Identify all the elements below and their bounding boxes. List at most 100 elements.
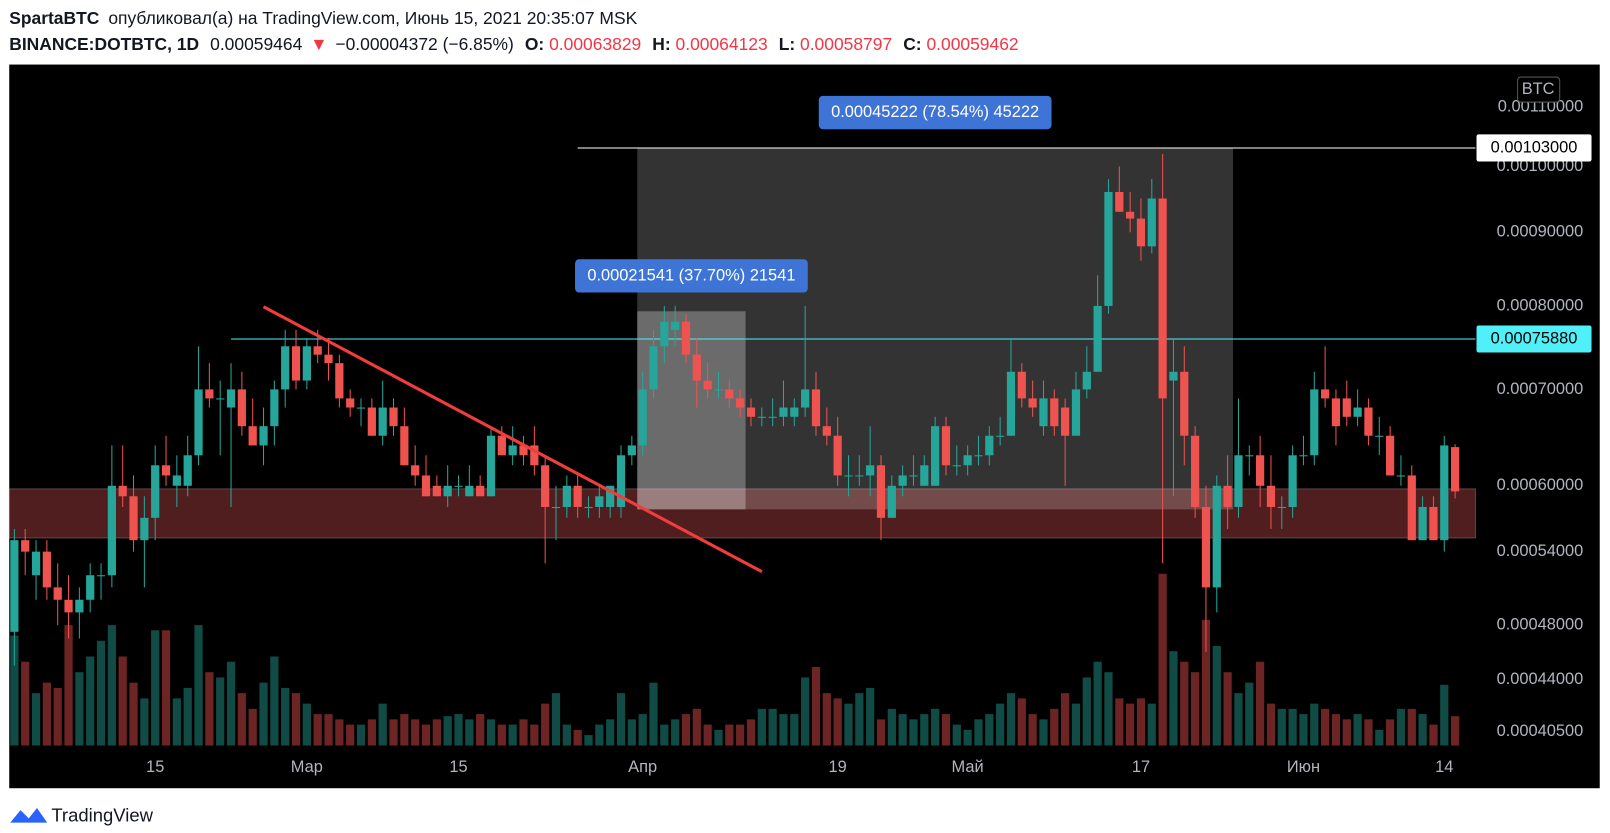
candle-body [779,407,788,417]
candle-body [584,506,593,509]
y-tick-label: 0.00054000 [1497,541,1584,560]
candle-body [920,465,929,486]
price-label-box [1476,134,1592,162]
volume-bar [270,656,279,746]
volume-bar [356,724,366,746]
open-value: 0.00063829 [549,33,641,53]
quote-line: BINANCE:DOTBTC, 1D 0.00059464 ▼ −0.00004… [9,33,1018,53]
candle-body [1169,371,1178,381]
volume-bar [454,714,463,746]
candle-body [1386,435,1395,476]
y-tick-label: 0.00080000 [1497,295,1584,314]
volume-bar [172,698,181,746]
candle-body [411,465,420,476]
candle-body [1407,475,1416,541]
x-tick-label: Мар [291,757,323,776]
candle-body [638,389,647,446]
volume-bar [400,714,409,746]
volume-bar [129,682,138,746]
candle-body [996,435,1005,437]
volume-bar [1126,703,1135,746]
volume-bar [302,703,311,746]
volume-bar [1201,619,1211,746]
candle-body [1342,398,1351,417]
volume-bar [1180,661,1189,746]
candle-body [1126,211,1135,219]
candle-body [1288,455,1297,507]
candle-body [313,346,322,355]
price-label: 0.00075880 [1491,328,1578,347]
candle-body [530,445,539,466]
candle-body [216,398,225,400]
x-tick-label: Июн [1287,757,1320,776]
volume-bar [21,661,30,746]
volume-bar [866,687,875,746]
x-tick-label: Апр [628,757,657,776]
candle-body [725,389,734,399]
volume-bar [660,724,669,746]
volume-bar [779,714,788,746]
volume-bar [801,677,810,746]
volume-bar [790,714,799,746]
candle-body [844,475,853,477]
volume-bar [1386,719,1395,746]
volume-bar [324,714,333,746]
volume-bar [985,714,994,746]
y-tick-label: 0.00044000 [1497,669,1584,688]
y-tick-label: 0.00060000 [1497,475,1584,494]
trend-line [262,305,763,574]
volume-bar [194,625,203,746]
volume-bar [1299,714,1308,746]
volume-bar [31,693,41,746]
candle-body [1223,485,1232,507]
candle-body [746,407,756,417]
y-tick-label: 0.00040500 [1497,721,1584,740]
candle-body [443,485,452,497]
volume-bar [1147,703,1156,746]
candle-body [291,346,301,381]
candle-body [400,426,409,466]
volume-bar [595,724,604,746]
candle-body [31,551,41,576]
candle-body [118,485,127,497]
volume-bar [725,724,734,746]
candle-body [692,354,701,381]
volume-bar [1061,693,1070,746]
volume-bar [541,703,550,746]
volume-bar [1071,703,1081,746]
candle-body [1353,407,1362,417]
low-value: 0.00058797 [800,33,892,53]
candle-body [1396,475,1406,477]
currency-box [1517,76,1561,103]
volume-bar [216,677,225,746]
candle-body [1006,371,1016,436]
candle-body [1321,389,1330,399]
candle-body [486,435,496,497]
candle-body [1418,506,1427,541]
volume-bar [1028,714,1037,746]
candle-body [1158,198,1167,399]
volume-bar [692,708,701,746]
volume-bar [1115,698,1124,746]
candle-body [736,398,745,408]
volume-bar [1375,729,1384,746]
volume-bar [876,719,886,746]
x-tick-label: Май [952,757,984,776]
candle-body [833,435,842,476]
y-tick-label: 0.00070000 [1497,379,1584,398]
candle-body [86,575,95,600]
candle-body [1201,506,1211,588]
volume-bar [811,666,821,746]
candle-body [259,426,268,446]
volume-bar [681,714,691,746]
logo: TradingView [10,804,154,825]
candle-body [898,475,907,486]
volume-bar [1288,708,1297,746]
volume-bar [1440,684,1449,746]
volume-bar [1266,703,1276,746]
candle-body [454,485,463,487]
volume-bar [443,716,452,746]
down-arrow: ▼ [310,33,327,53]
candle-body [1115,191,1124,212]
candle-body [302,346,311,381]
